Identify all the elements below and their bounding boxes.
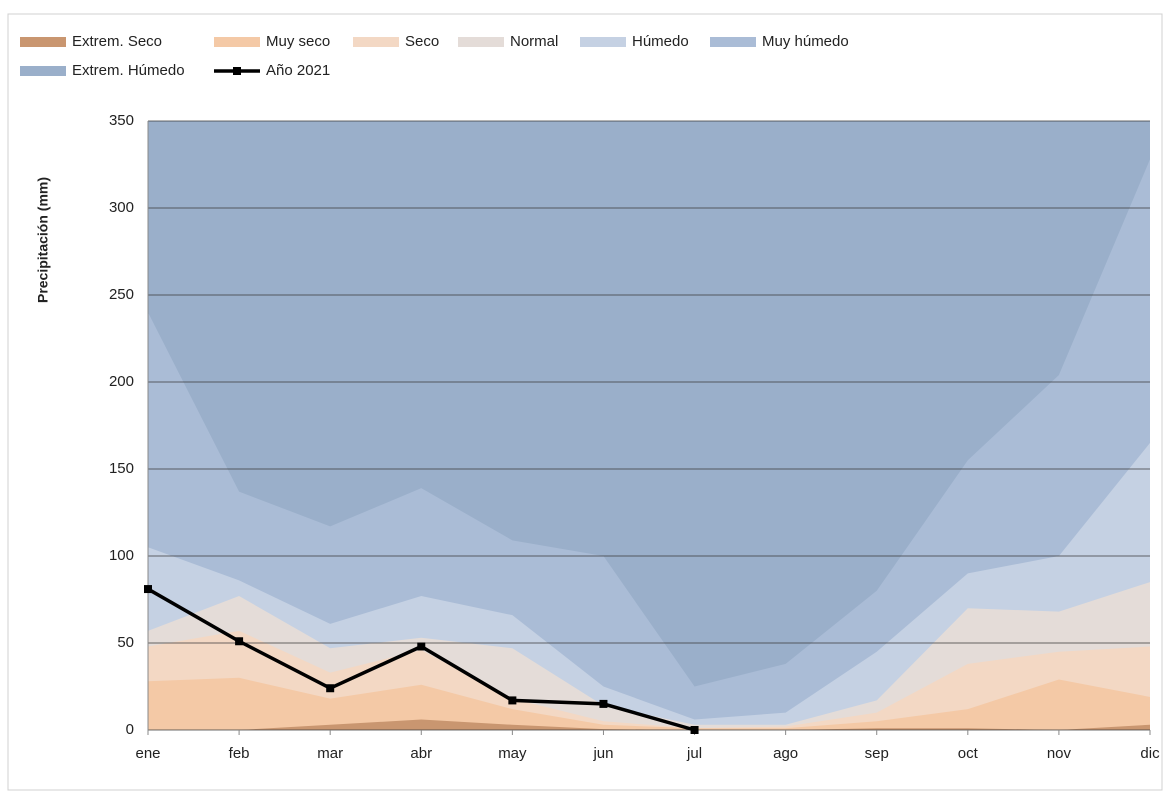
legend-label: Extrem. Húmedo xyxy=(72,62,185,79)
y-tick-label: 150 xyxy=(109,460,134,477)
legend-swatch xyxy=(20,37,66,47)
area xyxy=(148,159,1150,730)
x-tick-label: ago xyxy=(773,745,798,762)
y-tick-label: 0 xyxy=(126,721,134,738)
marker xyxy=(599,699,608,708)
x-tick-label: nov xyxy=(1047,745,1072,762)
legend-label: Muy húmedo xyxy=(762,33,849,50)
y-axis-title: Precipitación (mm) xyxy=(35,177,51,303)
x-tick-label: ene xyxy=(135,745,160,762)
y-tick-label: 100 xyxy=(109,547,134,564)
legend-label: Extrem. Seco xyxy=(72,33,162,50)
legend-swatch xyxy=(580,37,626,47)
y-tick-label: 350 xyxy=(109,112,134,129)
marker xyxy=(144,585,152,594)
x-tick-label: mar xyxy=(317,745,343,762)
x-tick-label: dic xyxy=(1140,745,1160,762)
legend-swatch xyxy=(20,66,66,76)
marker xyxy=(508,696,517,705)
x-tick-label: oct xyxy=(958,745,979,762)
y-tick-label: 50 xyxy=(117,634,134,651)
legend-label: Año 2021 xyxy=(266,62,330,79)
marker xyxy=(326,684,335,693)
legend-label: Húmedo xyxy=(632,33,689,50)
y-tick-label: 300 xyxy=(109,199,134,216)
legend-label: Muy seco xyxy=(266,33,330,50)
x-tick-label: abr xyxy=(410,745,432,762)
y-tick-label: 200 xyxy=(109,373,134,390)
legend-swatch xyxy=(214,37,260,47)
y-tick-label: 250 xyxy=(109,286,134,303)
x-tick-label: may xyxy=(498,745,527,762)
x-tick-label: sep xyxy=(865,745,889,762)
legend-swatch xyxy=(710,37,756,47)
legend-swatch xyxy=(458,37,504,47)
marker xyxy=(235,637,244,646)
marker xyxy=(690,726,699,734)
legend-swatch xyxy=(353,37,399,47)
marker xyxy=(417,642,426,651)
x-tick-label: jul xyxy=(686,745,702,762)
area xyxy=(148,719,1150,730)
x-tick-label: feb xyxy=(229,745,250,762)
legend-label: Normal xyxy=(510,33,558,50)
area xyxy=(148,677,1150,730)
legend-swatch xyxy=(233,67,241,75)
x-tick-label: jun xyxy=(592,745,613,762)
legend-label: Seco xyxy=(405,33,439,50)
